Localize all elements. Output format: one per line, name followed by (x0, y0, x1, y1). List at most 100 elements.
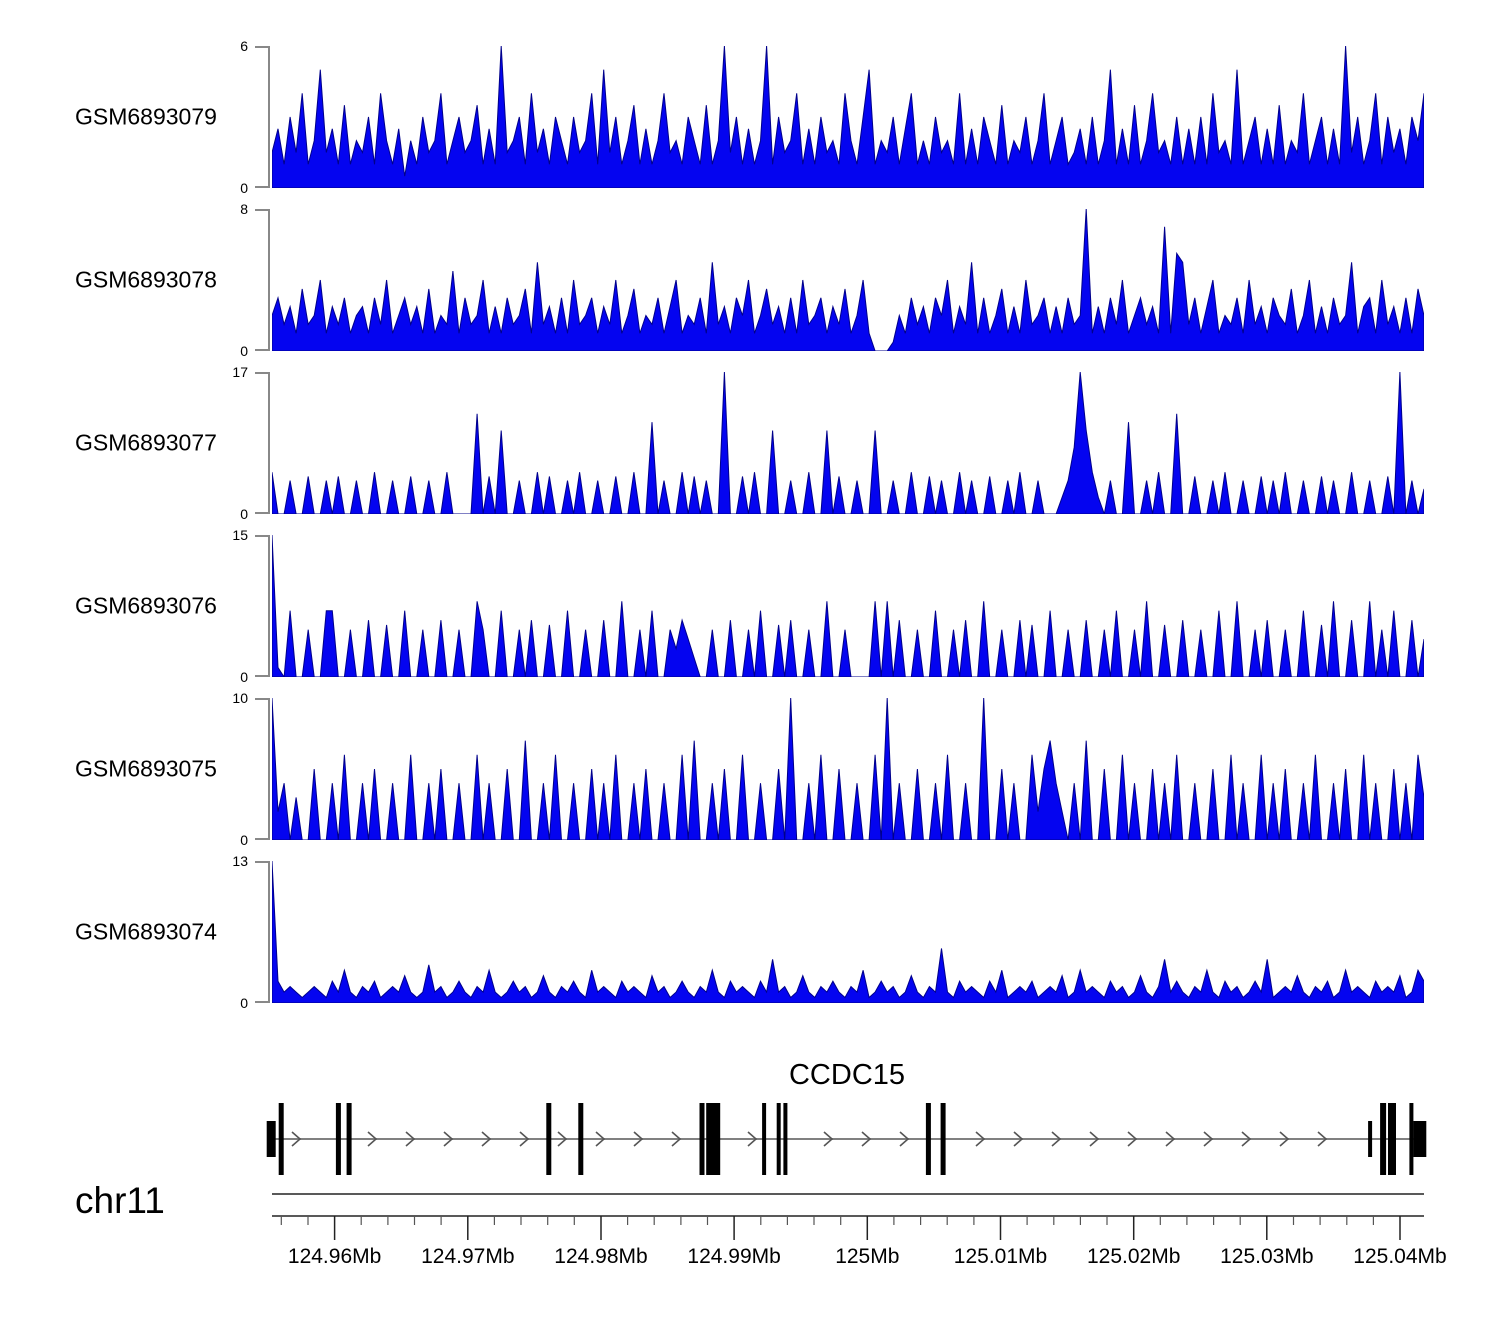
y-axis-max-label: 8 (240, 201, 248, 217)
axis-tick-label: 124.98Mb (554, 1245, 647, 1268)
coverage-polygon (272, 372, 1424, 514)
exon-cds (925, 1103, 931, 1175)
exon-cds (762, 1103, 767, 1175)
y-axis-max-label: 13 (232, 853, 248, 869)
strand-arrow (519, 1131, 530, 1147)
y-axis-max-label: 17 (232, 364, 248, 380)
y-axis-zero-label: 0 (240, 669, 248, 685)
exon-cds (1388, 1103, 1396, 1175)
strand-arrow (747, 1131, 758, 1147)
y-axis-bottom-tick (255, 186, 268, 188)
exon-cds (776, 1103, 781, 1175)
exon-cds (706, 1103, 721, 1175)
axis-tick-label: 124.96Mb (288, 1245, 381, 1268)
strand-arrow (633, 1131, 644, 1147)
y-axis-line (268, 861, 270, 1003)
track-label: GSM6893077 (75, 429, 217, 456)
axis-tick-label: 125.04Mb (1353, 1245, 1446, 1268)
strand-arrow (823, 1131, 834, 1147)
strand-arrow (1241, 1131, 1252, 1147)
y-axis-zero-label: 0 (240, 180, 248, 196)
strand-arrow (1089, 1131, 1100, 1147)
y-axis-line (268, 698, 270, 840)
strand-arrow (443, 1131, 454, 1147)
coverage-polygon (272, 535, 1424, 677)
coverage-area-plot (272, 698, 1424, 840)
track-label: GSM6893076 (75, 592, 217, 619)
y-axis-top-tick (255, 535, 268, 537)
y-axis-max-label: 15 (232, 527, 248, 543)
strand-arrow (975, 1131, 986, 1147)
track-label: GSM6893078 (75, 266, 217, 293)
y-axis-max-label: 10 (232, 690, 248, 706)
y-axis-max-label: 6 (240, 38, 248, 54)
strand-arrow (1279, 1131, 1290, 1147)
track-label: GSM6893079 (75, 103, 217, 130)
coverage-area-plot (272, 372, 1424, 514)
y-axis-zero-label: 0 (240, 832, 248, 848)
coverage-track: GSM6893075 10 0 (0, 690, 1500, 848)
coverage-area-plot (272, 861, 1424, 1003)
exon-cds (346, 1103, 352, 1175)
exon-cds (546, 1103, 552, 1175)
strand-arrow (861, 1131, 872, 1147)
strand-arrow (1013, 1131, 1024, 1147)
coverage-track: GSM6893076 15 0 (0, 527, 1500, 685)
strand-arrow (405, 1131, 416, 1147)
strand-arrow (1317, 1131, 1328, 1147)
strand-arrow (671, 1131, 682, 1147)
coverage-track: GSM6893074 13 0 (0, 853, 1500, 1011)
exon-cds (699, 1103, 705, 1175)
exon-cds (278, 1103, 284, 1175)
coverage-track: GSM6893078 8 0 (0, 201, 1500, 359)
y-axis-zero-label: 0 (240, 995, 248, 1011)
axis-tick-label: 125.02Mb (1087, 1245, 1180, 1268)
y-axis-top-tick (255, 861, 268, 863)
exon-utr (266, 1121, 276, 1157)
y-axis-bottom-tick (255, 349, 268, 351)
coverage-polygon (272, 698, 1424, 840)
y-axis-top-tick (255, 698, 268, 700)
exon-cds (940, 1103, 946, 1175)
y-axis-line (268, 209, 270, 351)
strand-arrow (481, 1131, 492, 1147)
exon-cds (1380, 1103, 1387, 1175)
strand-arrow (595, 1131, 606, 1147)
y-axis-bottom-tick (255, 512, 268, 514)
strand-arrow (557, 1131, 568, 1147)
track-label: GSM6893075 (75, 755, 217, 782)
exon-utr (1413, 1121, 1427, 1157)
coverage-track: GSM6893077 17 0 (0, 364, 1500, 522)
y-axis-bottom-tick (255, 1001, 268, 1003)
y-axis-top-tick (255, 372, 268, 374)
exon-cds (783, 1103, 788, 1175)
exon-cds (335, 1103, 341, 1175)
strand-arrow (1203, 1131, 1214, 1147)
chromosome-label: chr11 (75, 1180, 165, 1221)
exon-utr (1368, 1121, 1373, 1157)
gene-name-label: CCDC15 (788, 1059, 906, 1091)
gene-model-track (266, 1103, 1427, 1175)
y-axis-line (268, 372, 270, 514)
y-axis-zero-label: 0 (240, 506, 248, 522)
exon-cds (578, 1103, 584, 1175)
y-axis-bottom-tick (255, 838, 268, 840)
y-axis-top-tick (255, 209, 268, 211)
coverage-area-plot (272, 535, 1424, 677)
coverage-polygon (272, 209, 1424, 351)
strand-arrow (1051, 1131, 1062, 1147)
exon-cds (1409, 1103, 1414, 1175)
y-axis-line (268, 46, 270, 188)
axis-tick-label: 125Mb (835, 1245, 899, 1268)
y-axis-zero-label: 0 (240, 343, 248, 359)
y-axis-line (268, 535, 270, 677)
track-label: GSM6893074 (75, 918, 217, 945)
genome-axis-track: 124.96Mb 124.97Mb 124.98Mb 124.99Mb 125Mb 125… (272, 1193, 1447, 1268)
coverage-area-plot (272, 209, 1424, 351)
axis-tick-label: 124.97Mb (421, 1245, 514, 1268)
strand-arrow (291, 1131, 302, 1147)
axis-tick-label: 125.03Mb (1220, 1245, 1313, 1268)
coverage-area-plot (272, 46, 1424, 188)
y-axis-bottom-tick (255, 675, 268, 677)
